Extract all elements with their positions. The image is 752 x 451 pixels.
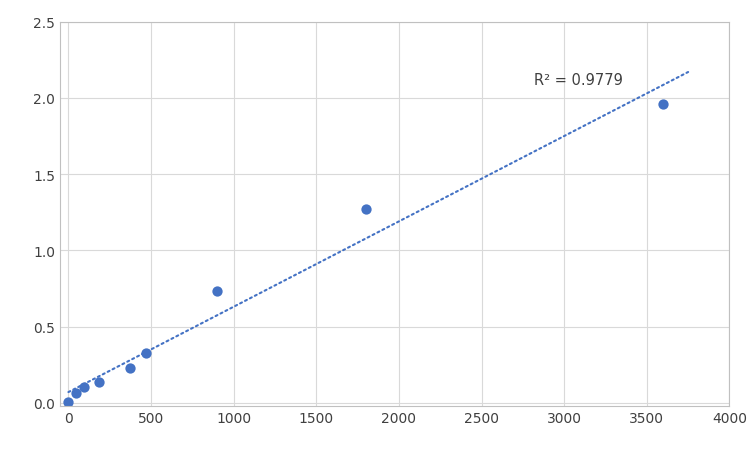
Point (78, 384, 90, 391)
Text: R² = 0.9779: R² = 0.9779 (535, 73, 623, 88)
Point (93, 379, 105, 386)
Point (360, 206, 372, 213)
Point (62, 399, 74, 406)
Point (211, 288, 223, 295)
Point (140, 350, 152, 357)
Point (657, 101, 669, 108)
Point (124, 365, 136, 372)
Point (70, 390, 82, 397)
